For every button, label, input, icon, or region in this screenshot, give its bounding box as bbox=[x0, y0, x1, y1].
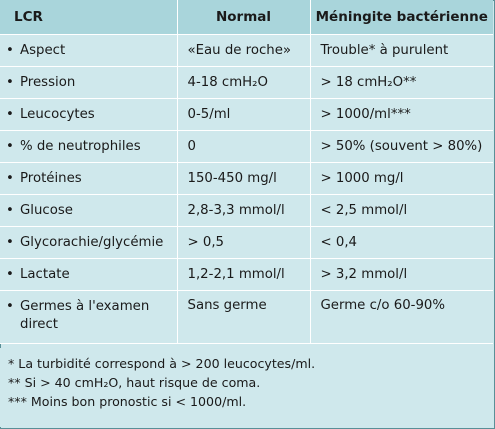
bullet-icon: • bbox=[6, 299, 14, 314]
param-label: Protéines bbox=[20, 171, 82, 186]
normal-value: Sans germe bbox=[177, 290, 311, 344]
param-cell: • % de neutrophiles bbox=[0, 130, 178, 163]
normal-value: > 0,5 bbox=[177, 226, 311, 259]
header-lcr: LCR bbox=[0, 0, 178, 35]
bullet-icon: • bbox=[6, 235, 14, 250]
normal-value: 0-5/ml bbox=[177, 98, 311, 131]
param-label: Glycorachie/glycémie bbox=[20, 235, 164, 250]
meningite-value: > 50% (souvent > 80%) bbox=[310, 130, 493, 163]
bullet-icon: • bbox=[6, 203, 14, 218]
meningite-value: Germe c/o 60-90% bbox=[310, 290, 493, 344]
param-cell: • Glucose bbox=[0, 194, 178, 227]
meningite-value: > 1000/ml*** bbox=[310, 98, 493, 131]
param-label: Pression bbox=[20, 75, 76, 90]
meningite-value: > 18 cmH₂O** bbox=[310, 66, 493, 99]
header-normal: Normal bbox=[177, 0, 311, 35]
param-cell: • Leucocytes bbox=[0, 98, 178, 131]
table-row: • Germes à l'examen direct Sans germe Germe… bbox=[0, 290, 493, 344]
header-row: LCR Normal Méningite bactérienne bbox=[0, 0, 493, 35]
table-row: • Lactate 1,2-2,1 mmol/l > 3,2 mmol/l bbox=[0, 258, 493, 291]
normal-value: 1,2-2,1 mmol/l bbox=[177, 258, 311, 291]
meningite-value: < 0,4 bbox=[310, 226, 493, 259]
bullet-icon: • bbox=[6, 43, 14, 58]
table-row: • Leucocytes 0-5/ml > 1000/ml*** bbox=[0, 98, 493, 131]
param-label: Germes à l'examen direct bbox=[20, 299, 150, 332]
bullet-icon: • bbox=[6, 75, 14, 90]
meningite-value: < 2,5 mmol/l bbox=[310, 194, 493, 227]
param-cell: • Pression bbox=[0, 66, 178, 99]
table-row: • Aspect «Eau de roche» Trouble* à purulent bbox=[0, 34, 493, 67]
bullet-icon: • bbox=[6, 107, 14, 122]
param-label: Aspect bbox=[20, 43, 66, 58]
bullet-icon: • bbox=[6, 171, 14, 186]
param-cell: • Aspect bbox=[0, 34, 178, 67]
bullet-icon: • bbox=[6, 267, 14, 282]
normal-value: «Eau de roche» bbox=[177, 34, 311, 67]
table-row: • Glucose 2,8-3,3 mmol/l < 2,5 mmol/l bbox=[0, 194, 493, 227]
param-cell: • Lactate bbox=[0, 258, 178, 291]
meningite-value: > 3,2 mmol/l bbox=[310, 258, 493, 291]
footnotes: * La turbidité correspond à > 200 leucoc… bbox=[0, 348, 493, 427]
table-row: • Protéines 150-450 mg/l > 1000 mg/l bbox=[0, 162, 493, 195]
param-label: % de neutrophiles bbox=[20, 139, 141, 154]
normal-value: 4-18 cmH₂O bbox=[177, 66, 311, 99]
meningite-value: > 1000 mg/l bbox=[310, 162, 493, 195]
meningite-value: Trouble* à purulent bbox=[310, 34, 493, 67]
bullet-icon: • bbox=[6, 139, 14, 154]
param-label: Lactate bbox=[20, 267, 70, 282]
param-cell: • Germes à l'examen direct bbox=[0, 290, 178, 344]
table-row: • Pression 4-18 cmH₂O > 18 cmH₂O** bbox=[0, 66, 493, 99]
table-row: • % de neutrophiles 0 > 50% (souvent > 80%) bbox=[0, 130, 493, 163]
footnote: *** Moins bon pronostic si < 1000/ml. bbox=[8, 394, 247, 409]
param-cell: • Glycorachie/glycémie bbox=[0, 226, 178, 259]
param-label: Glucose bbox=[20, 203, 73, 218]
lcr-comparison-table: LCR Normal Méningite bactérienne • Aspect… bbox=[0, 0, 493, 344]
header-meningite: Méningite bactérienne bbox=[310, 0, 493, 35]
param-cell: • Protéines bbox=[0, 162, 178, 195]
param-label: Leucocytes bbox=[20, 107, 95, 122]
normal-value: 150-450 mg/l bbox=[177, 162, 311, 195]
normal-value: 0 bbox=[177, 130, 311, 163]
footnote: * La turbidité correspond à > 200 leucoc… bbox=[8, 356, 316, 371]
footnote: ** Si > 40 cmH₂O, haut risque de coma. bbox=[8, 375, 261, 390]
normal-value: 2,8-3,3 mmol/l bbox=[177, 194, 311, 227]
table-row: • Glycorachie/glycémie > 0,5 < 0,4 bbox=[0, 226, 493, 259]
